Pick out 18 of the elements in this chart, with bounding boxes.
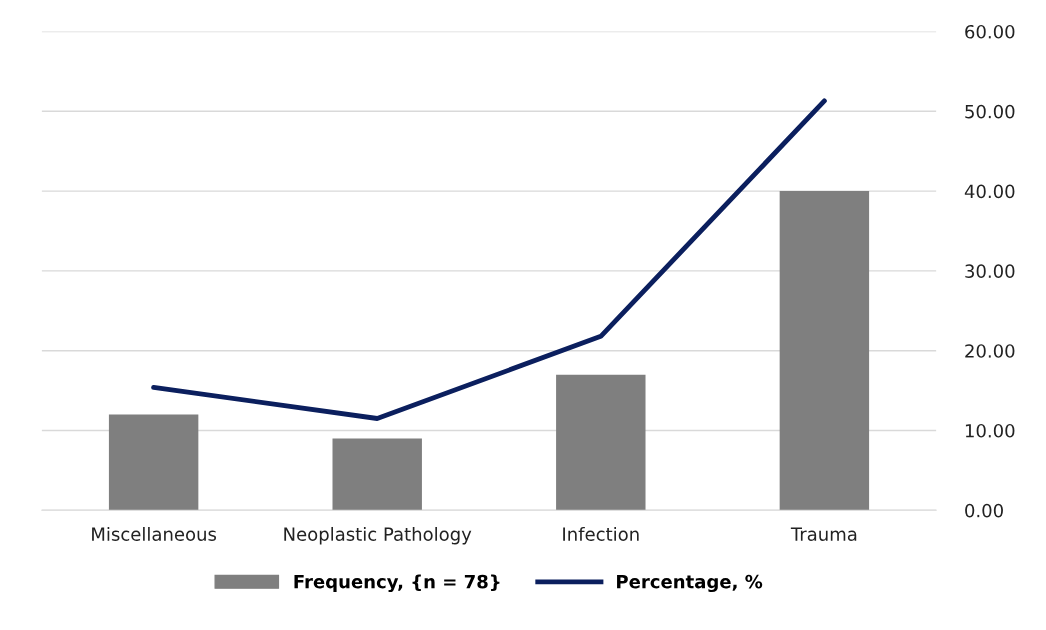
y-tick-label: 0.00 [965, 503, 1003, 518]
x-tick-label: Neoplastic Pathology [284, 526, 472, 545]
x-tick-label: Trauma [790, 527, 857, 541]
legend-label: Frequency, {n = 78} [294, 574, 500, 593]
bar [108, 414, 199, 511]
bar [556, 374, 646, 511]
y-tick-label: 20.00 [965, 344, 1015, 358]
y-tick-label: 40.00 [964, 184, 1015, 199]
bar [779, 191, 870, 511]
x-tick-label: Miscellaneous [92, 526, 217, 541]
y-tick-label: 50.00 [965, 104, 1015, 119]
x-tick-label: Infection [563, 526, 639, 541]
bar [332, 438, 422, 511]
y-tick-label: 10.00 [965, 423, 1015, 438]
legend-label: Percentage, % [617, 574, 763, 593]
y-tick-label: 60.00 [965, 24, 1015, 39]
y-tick-label: 30.00 [965, 264, 1015, 279]
line-series [151, 98, 827, 421]
